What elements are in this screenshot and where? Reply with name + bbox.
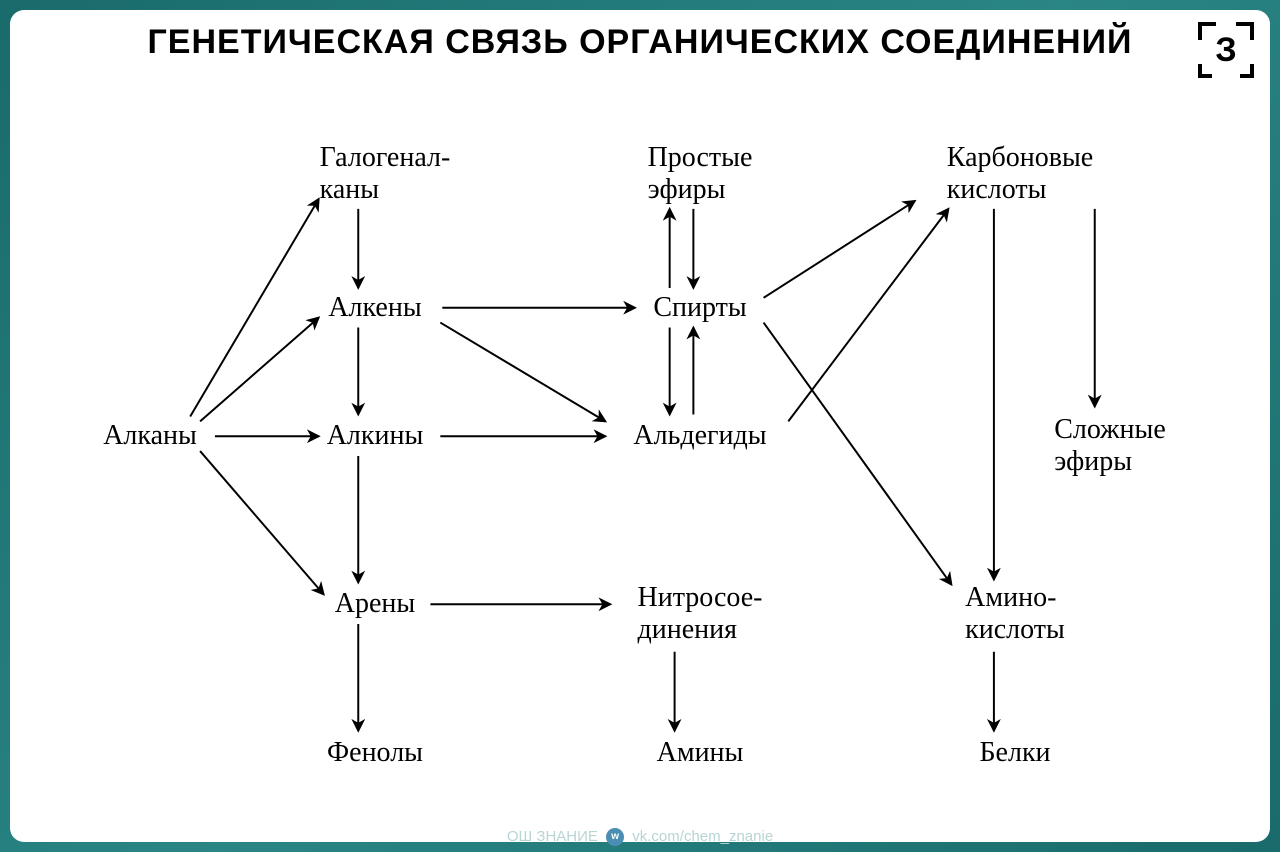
edge xyxy=(200,451,324,594)
edge xyxy=(440,323,605,422)
node-fenoly: Фенолы xyxy=(327,736,423,768)
node-belki: Белки xyxy=(979,736,1050,768)
node-galogen: Галогенал- каны xyxy=(320,142,451,206)
flowchart: Алканы Галогенал- каны Алкены Алкины Арены Фе… xyxy=(50,110,1230,802)
node-prost_ef: Простые эфиры xyxy=(648,142,753,206)
edge xyxy=(788,209,948,422)
node-alkiny: Алкины xyxy=(327,420,424,452)
footer-left: ОШ ЗНАНИЕ xyxy=(507,828,598,845)
node-amino: Амино- кислоты xyxy=(965,582,1065,646)
logo-badge: З xyxy=(1200,24,1252,76)
page-title: ГЕНЕТИЧЕСКАЯ СВЯЗЬ ОРГАНИЧЕСКИХ СОЕДИНЕН… xyxy=(10,22,1270,63)
node-nitro: Нитросое- динения xyxy=(637,582,762,646)
node-alkany: Алканы xyxy=(103,420,197,452)
footer: ОШ ЗНАНИЕ w vk.com/chem_znanie xyxy=(0,828,1280,846)
footer-right: vk.com/chem_znanie xyxy=(632,828,773,845)
node-aldegidy: Альдегиды xyxy=(633,420,766,452)
edge-layer xyxy=(50,110,1230,802)
node-areny: Арены xyxy=(335,588,415,620)
edge xyxy=(764,323,952,585)
node-karbon: Карбоновые кислоты xyxy=(947,142,1093,206)
node-aminy: Амины xyxy=(657,736,744,768)
edge xyxy=(190,199,319,416)
node-alkeny: Алкены xyxy=(328,292,421,324)
node-slozh_ef: Сложные эфиры xyxy=(1054,414,1166,478)
node-spirty: Спирты xyxy=(653,292,746,324)
logo-text: З xyxy=(1215,31,1236,69)
vk-icon: w xyxy=(606,828,624,846)
card: ГЕНЕТИЧЕСКАЯ СВЯЗЬ ОРГАНИЧЕСКИХ СОЕДИНЕН… xyxy=(10,10,1270,842)
